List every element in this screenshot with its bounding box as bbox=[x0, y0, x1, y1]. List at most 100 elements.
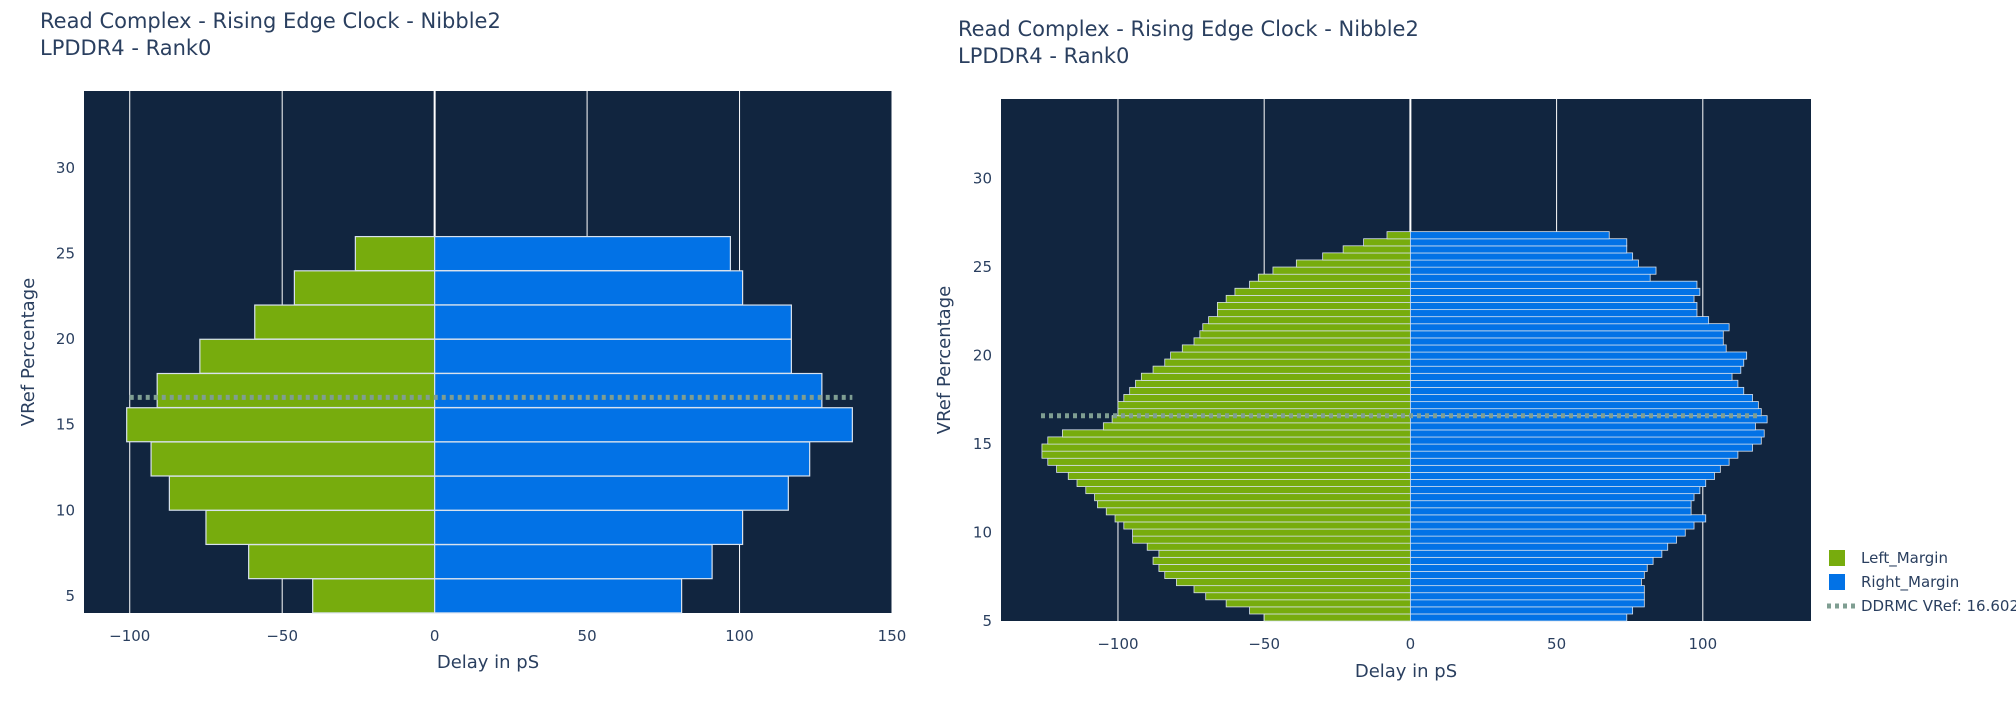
chart-1-bar-right-margin bbox=[434, 509, 744, 546]
chart-2-x-tick-label: 0 bbox=[1406, 635, 1416, 653]
legend-label: Right_Margin bbox=[1861, 573, 1959, 592]
chart-2-bar-right-margin bbox=[1409, 294, 1695, 303]
chart-2-bar-right-margin bbox=[1409, 514, 1707, 523]
chart-1-bar-left-margin bbox=[150, 441, 436, 477]
chart-2-bar-left-margin bbox=[1199, 330, 1411, 339]
chart-2-bar-left-margin bbox=[1225, 599, 1411, 608]
chart-1-x-tick-label: −100 bbox=[109, 627, 150, 645]
chart-2-bar-right-margin bbox=[1409, 238, 1628, 247]
chart-1-bar-left-margin bbox=[126, 407, 436, 443]
chart-1-bar-left-margin bbox=[248, 544, 436, 580]
chart-2-bar-left-margin bbox=[1205, 592, 1411, 601]
chart-2-bar-right-margin bbox=[1409, 302, 1698, 311]
chart-2-bar-left-margin bbox=[1041, 450, 1411, 459]
chart-2-bar-left-margin bbox=[1067, 471, 1411, 480]
chart-1-x-tick-label: 50 bbox=[578, 627, 597, 645]
chart-2-bar-left-margin bbox=[1363, 238, 1411, 247]
chart-2-bar-left-margin bbox=[1216, 302, 1411, 311]
chart-2-bar-left-margin bbox=[1152, 556, 1411, 565]
chart-2-x-tick-label: 100 bbox=[1688, 635, 1717, 653]
chart-1-x-tick-label: −50 bbox=[266, 627, 298, 645]
chart-2-bar-right-margin bbox=[1409, 358, 1745, 367]
chart-2-bar-right-margin bbox=[1409, 578, 1642, 587]
chart-1-bar-left-margin bbox=[168, 475, 436, 511]
chart-2-bar-left-margin bbox=[1170, 351, 1411, 360]
chart-2-y-tick-label: 30 bbox=[973, 170, 992, 188]
chart-2-bar-left-margin bbox=[1047, 436, 1411, 445]
chart-2-bar-left-margin bbox=[1164, 570, 1411, 579]
chart-1-x-tick-label: 0 bbox=[430, 627, 440, 645]
chart-2-bar-left-margin bbox=[1097, 500, 1411, 509]
chart-2-bar-right-margin bbox=[1409, 323, 1730, 332]
chart-1-y-tick-label: 5 bbox=[65, 587, 75, 605]
chart-2-bar-right-margin bbox=[1409, 478, 1707, 487]
chart-1-bar-right-margin bbox=[434, 578, 683, 614]
chart-2-y-tick-label: 5 bbox=[982, 612, 992, 630]
chart-2-bar-right-margin bbox=[1409, 585, 1645, 594]
chart-1-subtitle: LPDDR4 - Rank0 bbox=[40, 36, 212, 60]
chart-2-y-axis-title: VRef Percentage bbox=[934, 286, 955, 434]
chart-2-bar-right-margin bbox=[1409, 379, 1739, 388]
chart-2-bar-right-margin bbox=[1409, 245, 1628, 254]
chart-2-bar-right-margin bbox=[1409, 535, 1677, 544]
chart-2-bar-right-margin bbox=[1409, 521, 1695, 530]
chart-2-bar-left-margin bbox=[1342, 245, 1411, 254]
chart-2-bar-right-margin bbox=[1409, 401, 1759, 410]
chart-2-bar-right-margin bbox=[1409, 493, 1695, 502]
chart-2-y-tick-label: 20 bbox=[973, 347, 992, 365]
chart-2-y-tick-label: 25 bbox=[973, 258, 992, 276]
chart-1-bar-left-margin bbox=[156, 372, 436, 409]
chart-2-bar-right-margin bbox=[1409, 372, 1733, 381]
chart-2-bar-right-margin bbox=[1409, 316, 1710, 325]
chart-2-bar-right-margin bbox=[1409, 337, 1724, 346]
chart-2-y-tick-label: 15 bbox=[973, 435, 992, 453]
chart-2-bar-left-margin bbox=[1295, 259, 1411, 268]
chart-1-y-tick-label: 15 bbox=[56, 416, 75, 434]
chart-2-bar-left-margin bbox=[1193, 337, 1411, 346]
chart-2-bar-left-margin bbox=[1386, 231, 1411, 240]
chart-2-bar-right-margin bbox=[1409, 457, 1730, 466]
chart-2-bar-right-margin bbox=[1409, 507, 1692, 516]
chart-2-bar-left-margin bbox=[1272, 266, 1411, 275]
chart-2-bar-left-margin bbox=[1164, 358, 1411, 367]
legend-label: Left_Margin bbox=[1861, 549, 1948, 568]
legend-swatch-right-margin bbox=[1829, 574, 1845, 590]
chart-1-bar-right-margin bbox=[434, 338, 792, 374]
chart-2-plot: −100 −50 0 50 100 5 10 15 20 25 30 Delay in pS VRef … bbox=[934, 99, 1811, 682]
chart-2-bar-right-margin bbox=[1409, 542, 1669, 551]
chart-2-bar-left-margin bbox=[1056, 464, 1411, 473]
chart-1-bar-right-margin bbox=[434, 270, 744, 306]
chart-1-bar-right-margin bbox=[434, 544, 713, 580]
chart-1-bar-left-margin bbox=[205, 509, 436, 546]
chart-2-x-tick-label: −100 bbox=[1097, 635, 1138, 653]
chart-2-bar-right-margin bbox=[1409, 486, 1701, 495]
chart-2-bar-right-margin bbox=[1409, 570, 1645, 579]
chart-2-bar-left-margin bbox=[1193, 585, 1411, 594]
chart-2-bar-right-margin bbox=[1409, 422, 1756, 431]
chart-2-bar-right-margin bbox=[1409, 309, 1698, 318]
chart-2-bar-right-margin bbox=[1409, 252, 1634, 261]
chart-1-x-axis-title: Delay in pS bbox=[437, 652, 539, 673]
chart-1-y-axis-title: VRef Percentage bbox=[18, 278, 39, 426]
chart-2-bar-right-margin bbox=[1409, 599, 1645, 608]
chart-1-title-line1: Read Complex - Rising Edge Clock - Nibbl… bbox=[40, 9, 501, 33]
chart-2-bar-left-margin bbox=[1257, 273, 1411, 282]
chart-2-bar-left-margin bbox=[1085, 486, 1411, 495]
chart-2-y-tick-label: 10 bbox=[973, 524, 992, 542]
chart-2-bar-right-margin bbox=[1409, 266, 1657, 275]
chart-1-bar-right-margin bbox=[434, 304, 792, 340]
chart-2-bar-right-margin bbox=[1409, 259, 1639, 268]
chart-2-bar-left-margin bbox=[1132, 535, 1411, 544]
chart-2-bar-left-margin bbox=[1094, 493, 1411, 502]
chart-2-bar-right-margin bbox=[1409, 365, 1742, 374]
chart-2-bar-right-margin bbox=[1409, 443, 1753, 452]
chart-2-bar-right-margin bbox=[1409, 344, 1727, 353]
chart-2-bar-right-margin bbox=[1409, 563, 1648, 572]
chart-2-bar-left-margin bbox=[1062, 429, 1411, 438]
chart-2-bar-right-margin bbox=[1409, 549, 1663, 558]
chart-2-bar-right-margin bbox=[1409, 429, 1765, 438]
chart-1-y-tick-label: 10 bbox=[56, 501, 75, 519]
chart-2-bar-left-margin bbox=[1181, 344, 1411, 353]
chart-2-bar-left-margin bbox=[1225, 294, 1411, 303]
